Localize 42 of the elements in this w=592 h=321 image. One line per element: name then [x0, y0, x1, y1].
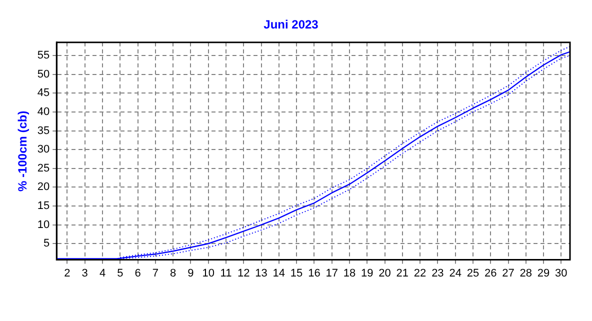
y-tick-label: 10 [37, 218, 50, 231]
x-tick-label: 15 [290, 267, 303, 280]
x-tick-label: 4 [99, 267, 106, 280]
x-tick-label: 3 [82, 267, 88, 280]
x-tick-label: 8 [170, 267, 176, 280]
x-tick-label: 17 [326, 267, 338, 280]
x-tick-label: 27 [502, 267, 514, 280]
y-tick-label: 15 [37, 200, 50, 212]
x-tick-label: 20 [378, 267, 391, 280]
x-tick-label: 23 [432, 267, 444, 280]
x-tick-label: 16 [308, 267, 320, 280]
y-tick-label: 35 [37, 124, 50, 137]
y-tick-label: 50 [37, 68, 50, 80]
x-tick-label: 5 [117, 267, 124, 280]
y-tick-label: 45 [37, 87, 50, 100]
chart-title: Juni 2023 [264, 18, 319, 32]
x-tick-label: 26 [484, 267, 497, 280]
y-tick-label: 40 [37, 106, 50, 118]
y-tick-label: 5 [44, 238, 50, 250]
x-tick-label: 19 [361, 267, 374, 280]
x-tick-label: 13 [255, 267, 268, 280]
y-tick-label: 20 [37, 181, 50, 194]
x-tick-label: 12 [238, 267, 250, 280]
x-tick-label: 18 [343, 267, 356, 280]
y-axis-title: % -100cm (cb) [16, 110, 30, 192]
x-tick-label: 21 [396, 267, 409, 280]
x-tick-label: 30 [555, 267, 568, 280]
x-tick-label: 22 [414, 267, 426, 280]
x-tick-label: 10 [202, 267, 214, 280]
x-tick-label: 11 [220, 267, 232, 280]
y-tick-label: 30 [37, 144, 50, 156]
x-tick-label: 7 [152, 267, 158, 280]
x-tick-label: 25 [466, 267, 480, 280]
y-tick-label: 55 [37, 50, 50, 62]
x-tick-label: 9 [188, 267, 194, 280]
x-tick-label: 6 [134, 267, 141, 280]
x-tick-label: 14 [272, 267, 286, 280]
x-tick-label: 2 [64, 267, 70, 280]
x-tick-label: 24 [449, 267, 462, 280]
y-tick-label: 25 [37, 162, 50, 174]
x-tick-label: 29 [537, 267, 550, 280]
x-tick-label: 28 [520, 267, 532, 280]
